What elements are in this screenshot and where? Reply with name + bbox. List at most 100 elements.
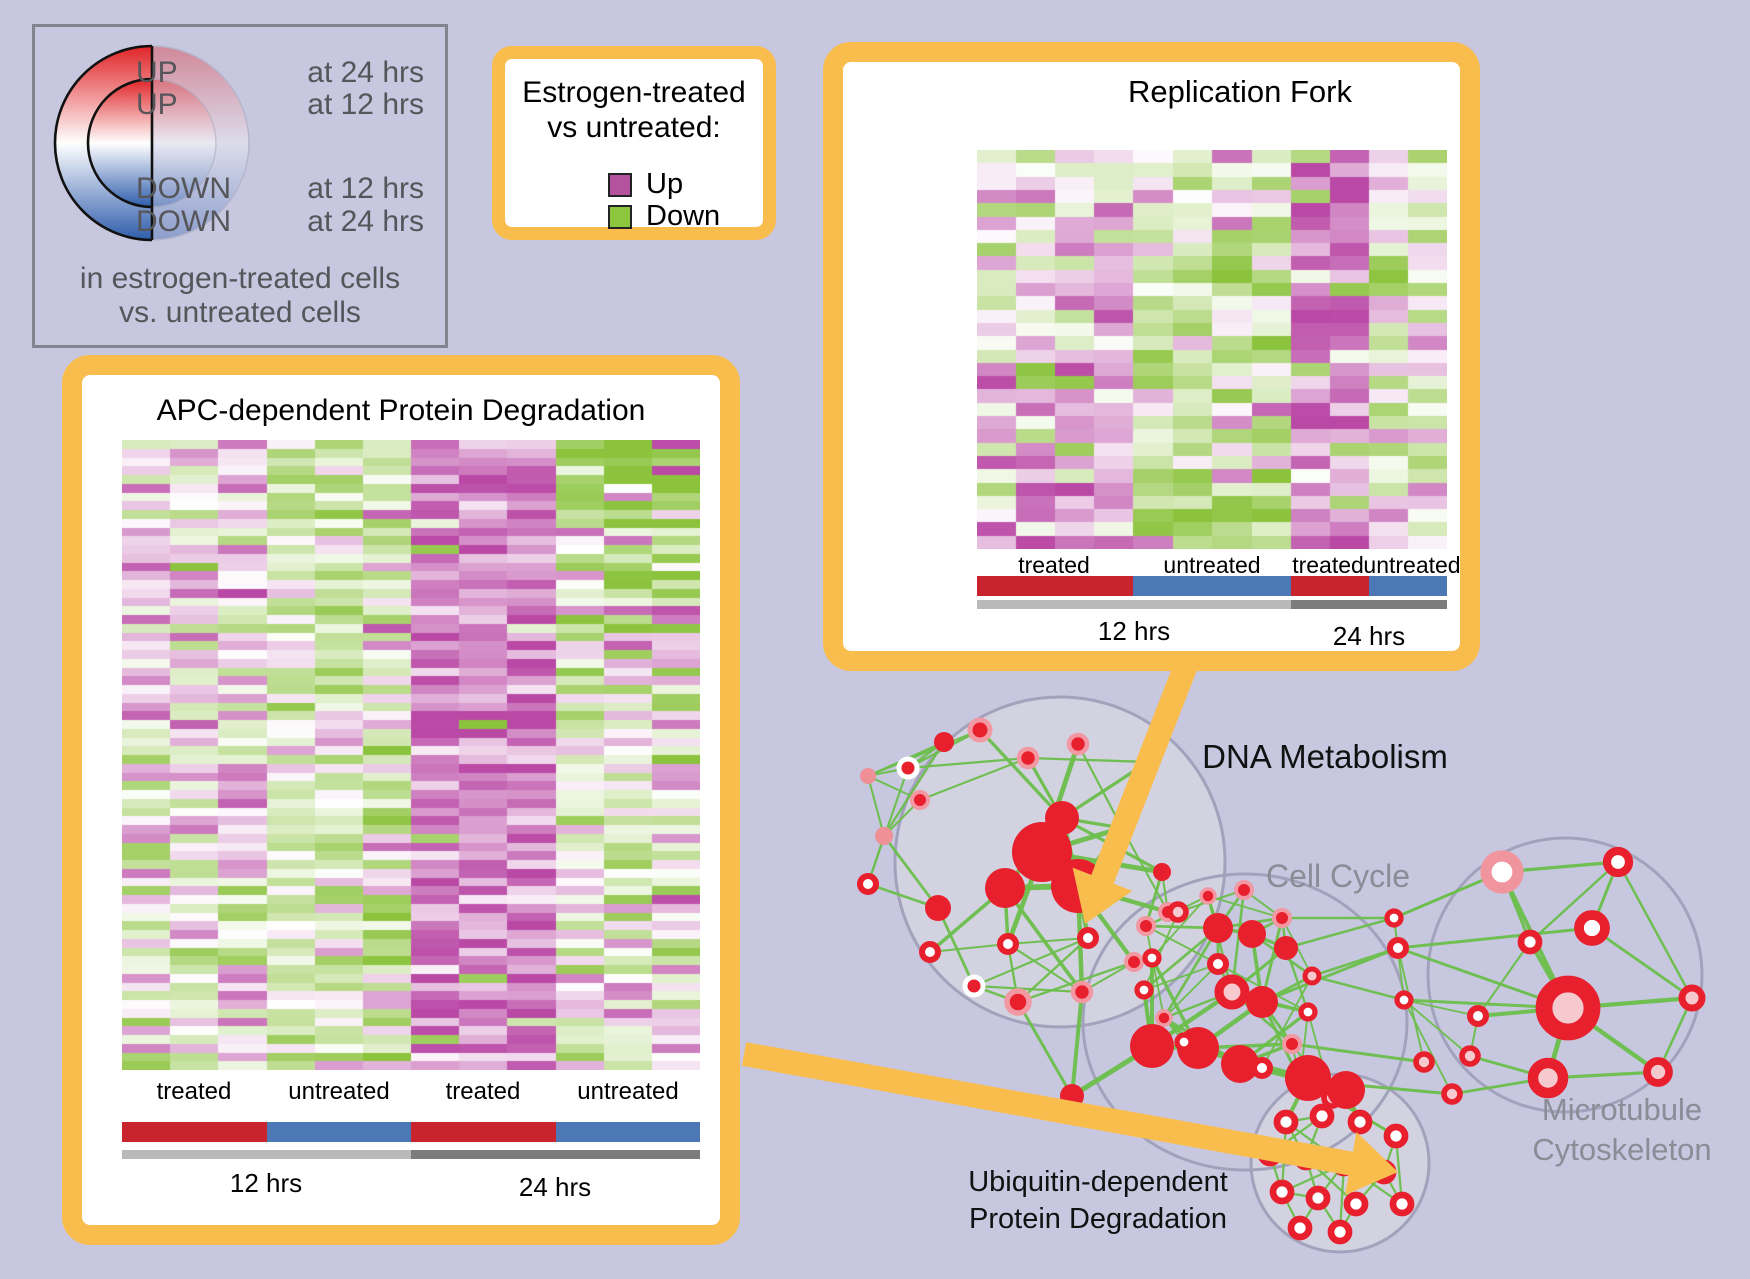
legend-time-3: at 24 hrs [307,205,424,238]
estrogen-item-up: Up [608,168,683,201]
legend-term-0: UP [136,56,178,89]
replication-sample-label-1: untreated [1163,552,1261,578]
network-edge [882,834,940,910]
replication-sample-label-2: treated [1292,552,1364,578]
network-edge [1003,886,1084,994]
network-edge [918,756,1030,802]
gene-node-c10 [1199,887,1217,905]
network-edge [1143,911,1179,991]
gene-node-c13 [1134,980,1154,1000]
legend-time-2: at 12 hrs [307,172,424,205]
gene-node-d4 [1045,801,1079,835]
gene-node-u11 [1343,1191,1369,1217]
replication-condition-bar-seg-0 [977,576,1133,596]
gene-node-m1 [1480,850,1524,894]
network-edge [1163,963,1219,1019]
gene-node-u12 [1287,1215,1313,1241]
down-color-swatch [608,205,632,230]
callout-arrow-shaft-1 [741,1042,1357,1176]
gene-node-d20 [1070,980,1094,1004]
network-edge [1310,946,1400,978]
gene-node-d19 [1004,988,1032,1016]
gene-node-m6 [1527,1057,1569,1099]
network-edge [1145,925,1219,965]
replication-time-label-1: 24 hrs [1332,621,1406,651]
network-edge [1403,999,1479,1017]
apc-time-label-0: 12 hrs [229,1168,303,1198]
gene-node-u4 [1383,1123,1409,1149]
gene-node-c2 [1238,920,1266,948]
legend-footer-line-1: in estrogen-treated cells [79,262,401,295]
cluster-label-dna-line-1: DNA Metabolism [1202,738,1448,775]
cluster-outline-mt [1426,836,1704,1114]
gene-node-m9 [1467,1005,1489,1027]
network-edge [1393,917,1405,1001]
network-edge [1016,1000,1074,1098]
network-edge [1016,936,1090,1004]
network-edge [1528,860,1620,944]
gene-node-b1 [1387,937,1409,959]
cluster-outline-cc [1081,872,1409,1172]
gene-node-c7 [1221,1045,1259,1083]
replication-time-bar-seg-0 [977,600,1291,609]
gene-node-d8 [934,732,954,752]
gene-node-c18 [1298,1002,1318,1022]
gene-node-m4 [1602,846,1634,878]
gene-node-c24 [1272,908,1292,928]
apc-condition-bar-seg-0 [122,1122,267,1142]
network-edge [1151,895,1209,959]
gene-node-b5 [1384,908,1404,928]
gene-node-m2 [1574,910,1610,946]
apc-sample-label-0: treated [156,1078,232,1105]
callout-arrowhead-icon-1 [1345,1131,1398,1195]
gene-node-b3 [1413,1051,1435,1073]
network-edge [866,774,886,838]
legend-term-2: DOWN [136,172,231,205]
gene-node-c25 [1207,953,1229,975]
gene-node-c19 [1302,966,1322,986]
gene-node-d14 [857,873,879,895]
network-edge [936,906,976,988]
down-label: Down [646,200,721,232]
gene-node-d12 [875,827,893,845]
apc-heatmap [122,440,700,1070]
cluster-label-mt-line-1: Microtubule [1541,1092,1703,1127]
gene-node-d3 [985,868,1025,908]
gene-node-u9 [1269,1179,1295,1205]
gene-node-u3 [1347,1109,1373,1135]
gene-node-c9 [1167,901,1189,923]
legend-term-1: UP [136,88,178,121]
replication-panel-title: Replication Fork [1128,74,1352,109]
gene-node-d18 [962,974,986,998]
gene-node-d24 [1077,927,1099,949]
gene-node-d13 [910,790,930,810]
gene-node-c5 [1246,986,1278,1018]
gene-node-c15 [1174,1032,1194,1052]
estrogen-legend-title-line1: Estrogen-treated [522,76,746,109]
gene-node-b2 [1394,990,1414,1010]
replication-time-bar-seg-1 [1291,600,1447,609]
gene-node-u0b [1327,1071,1365,1109]
legend-inner-ring [86,77,152,209]
legend-inner-ring-faded [152,78,217,208]
legend-time-1: at 12 hrs [307,88,424,121]
network-edge [1076,742,1124,830]
gene-node-c8 [1136,916,1156,936]
replication-sample-label-3: untreated [1363,552,1461,578]
gene-node-u2 [1309,1103,1335,1129]
network-edge [1070,990,1084,1098]
gene-node-m5 [1535,975,1601,1041]
up-label: Up [646,168,684,200]
network-edge [1006,942,1084,994]
network-edge [882,740,946,838]
estrogen-legend-box [492,46,776,240]
network-edge [1403,999,1453,1095]
gene-node-d25 [860,768,876,784]
gene-node-u1 [1273,1109,1299,1135]
network-edge [1290,1042,1426,1064]
network-edge [1026,756,1150,764]
replication-condition-bar-seg-3 [1369,576,1447,596]
updown-legend-box [32,24,448,348]
gene-node-m10 [1459,1045,1481,1067]
